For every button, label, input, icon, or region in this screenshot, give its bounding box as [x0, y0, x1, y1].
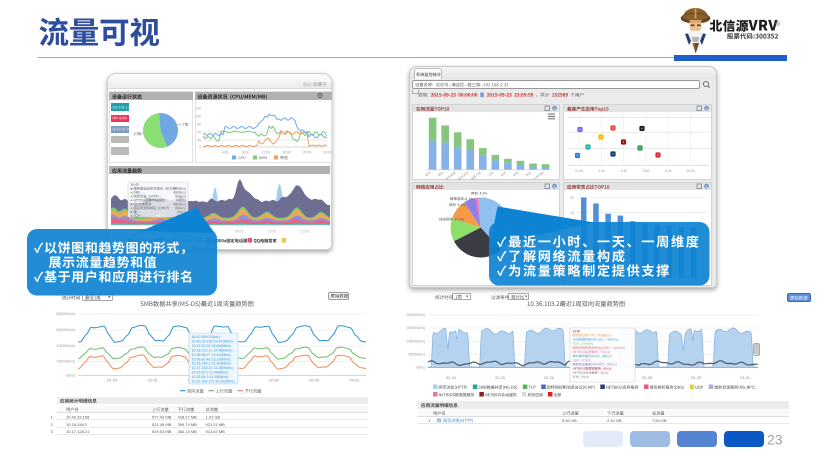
- svg-text:12:40: 12:40: [575, 169, 583, 173]
- svg-text:80: 80: [197, 123, 201, 127]
- svg-text:0: 0: [199, 145, 201, 149]
- svg-text:16:00 599.22(b/s): 16:00 599.22(b/s): [192, 335, 220, 339]
- svg-text:6:40: 6:40: [643, 169, 650, 173]
- svg-text:521.46 MB: 521.46 MB: [152, 422, 172, 427]
- svg-text:x: x: [705, 184, 708, 189]
- svg-text:399.74 MB: 399.74 MB: [178, 422, 198, 427]
- svg-text:40: 40: [197, 138, 201, 142]
- svg-text:100: 100: [195, 115, 201, 119]
- svg-text:MEM: MEM: [259, 156, 267, 160]
- svg-text:100000(k/s): 100000(k/s): [407, 340, 425, 344]
- svg-text:10.96.80.48 13.19(Mb/s): 10.96.80.48 13.19(Mb/s): [192, 357, 231, 361]
- svg-text:0(k/s): 0(k/s): [416, 366, 425, 370]
- svg-text:10.16.248.2: 10.16.248.2: [66, 422, 88, 427]
- svg-text:10:00: 10:00: [268, 230, 276, 234]
- svg-text:02-24: 02-24: [446, 376, 456, 380]
- svg-text:10.40.33.158: 10.40.33.158: [66, 414, 90, 419]
- svg-text:08:00: 08:00: [235, 230, 243, 234]
- svg-text:02-28: 02-28: [269, 379, 279, 383]
- svg-text:2: 2: [51, 422, 54, 427]
- svg-text:10:40: 10:40: [686, 169, 694, 173]
- svg-text:x: x: [553, 106, 556, 111]
- svg-text:120: 120: [195, 107, 201, 111]
- svg-text:10.28.213.11 14.46(Mb/s): 10.28.213.11 14.46(Mb/s): [192, 348, 233, 352]
- svg-text:02-24: 02-24: [107, 379, 117, 383]
- svg-text:4:00: 4:00: [222, 151, 229, 155]
- svg-text:x: x: [553, 184, 556, 189]
- svg-text:10.17.128.21 12.38(Mb/s): 10.17.128.21 12.38(Mb/s): [192, 366, 233, 370]
- svg-text:10.37.29.91 16.86(Mb/s): 10.37.29.91 16.86(Mb/s): [192, 344, 231, 348]
- svg-text:02-25: 02-25: [148, 379, 158, 383]
- svg-text:800000(k/s): 800000(k/s): [57, 312, 75, 316]
- svg-text:600000(k/s): 600000(k/s): [57, 328, 75, 332]
- svg-text:23: 23: [767, 432, 783, 448]
- svg-text:4:40: 4:40: [620, 169, 627, 173]
- svg-text:2.10 GB: 2.10 GB: [607, 418, 622, 423]
- svg-text:02-28: 02-28: [642, 376, 652, 380]
- svg-text:24:00: 24:00: [323, 151, 332, 155]
- svg-text:12:00: 12:00: [301, 230, 309, 234]
- svg-text:20: 20: [570, 196, 574, 200]
- svg-text:10.32.84.3 11.15(Mb/s): 10.32.84.3 11.15(Mb/s): [192, 375, 229, 379]
- svg-text:3: 3: [51, 429, 54, 434]
- svg-text:2:40: 2:40: [598, 169, 605, 173]
- svg-text:8:00: 8:00: [242, 151, 249, 155]
- svg-text:1.01 GB: 1.01 GB: [206, 414, 221, 419]
- svg-text:400000(k/s): 400000(k/s): [57, 344, 75, 348]
- svg-text:10.17.128.21: 10.17.128.21: [66, 429, 90, 434]
- svg-text:428.27 MB: 428.27 MB: [178, 414, 198, 419]
- svg-text:02-26: 02-26: [544, 376, 554, 380]
- svg-text:50000(k/s): 50000(k/s): [408, 353, 425, 357]
- svg-text:1: 1: [51, 414, 54, 419]
- svg-text:200000(k/s): 200000(k/s): [57, 360, 75, 364]
- svg-text:20:00: 20:00: [303, 151, 312, 155]
- svg-text:10: 10: [570, 211, 574, 215]
- svg-text:1: 1: [428, 418, 431, 423]
- svg-text:8:40: 8:40: [665, 169, 672, 173]
- svg-text:10.16.248.2 12.40(Mb/s): 10.16.248.2 12.40(Mb/s): [192, 362, 231, 366]
- svg-text:921.21 MB: 921.21 MB: [206, 422, 226, 427]
- svg-text:577.43 MB: 577.43 MB: [152, 414, 172, 419]
- svg-text:150000(k/s): 150000(k/s): [407, 326, 425, 330]
- svg-text:10.21.164.179 10.67(Mb/s): 10.21.164.179 10.67(Mb/s): [192, 380, 235, 384]
- svg-text:02-29: 02-29: [691, 376, 701, 380]
- svg-text:03-01: 03-01: [350, 379, 360, 383]
- svg-text:529.53 MB: 529.53 MB: [152, 429, 172, 434]
- svg-text:CPU: CPU: [238, 156, 246, 160]
- svg-text:03-01: 03-01: [740, 376, 750, 380]
- svg-text:913.67 MB: 913.67 MB: [206, 429, 226, 434]
- svg-text:0(k/s): 0(k/s): [66, 374, 75, 378]
- svg-text:x: x: [705, 106, 708, 111]
- svg-text:02-29: 02-29: [309, 379, 319, 383]
- svg-text:12:00: 12:00: [262, 151, 271, 155]
- svg-text:10.40.33.158 19.47(Mb/s): 10.40.33.158 19.47(Mb/s): [192, 339, 233, 343]
- svg-text:10.36.96.27 14.40(Mb/s): 10.36.96.27 14.40(Mb/s): [192, 353, 231, 357]
- svg-text:200000(k/s): 200000(k/s): [407, 313, 425, 317]
- svg-text:5.54 GB: 5.54 GB: [562, 418, 577, 423]
- svg-text:10.26.52.2 11.59(Mb/s): 10.26.52.2 11.59(Mb/s): [192, 371, 229, 375]
- svg-text:16:00: 16:00: [282, 151, 291, 155]
- svg-text:7.64 GB: 7.64 GB: [652, 418, 667, 423]
- svg-text:60: 60: [197, 130, 201, 134]
- svg-text:02-25: 02-25: [495, 376, 505, 380]
- svg-text:R: R: [777, 22, 780, 26]
- svg-text:384.14 MB: 384.14 MB: [178, 429, 198, 434]
